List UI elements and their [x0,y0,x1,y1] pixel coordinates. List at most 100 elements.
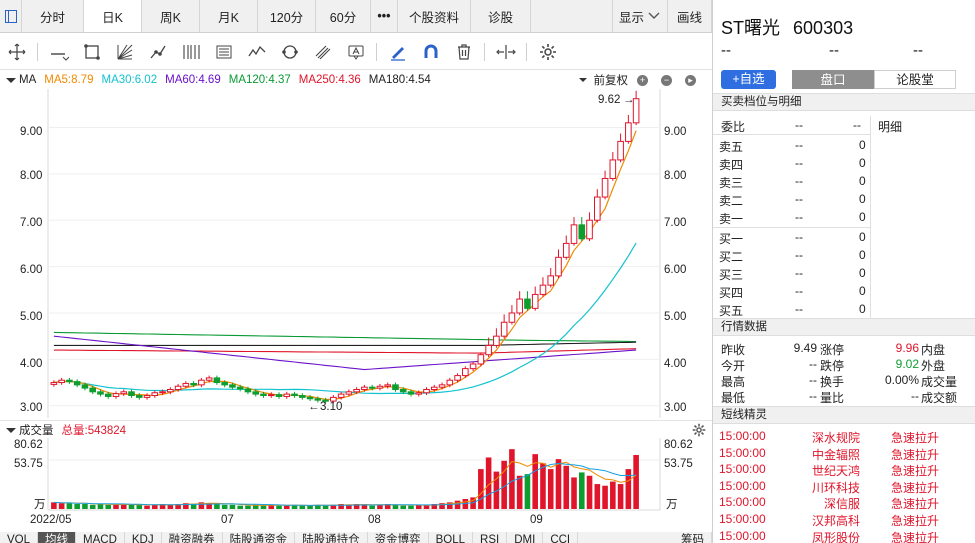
indicator-tab-bar: VOL 均线 MACD KDJ 融资融券 陆股通资金 陆股通持仓 资金博弈 BOLL RSI DMI… [0,532,712,543]
volume-total: 总量:543824 [61,424,127,437]
elves-row[interactable]: 15:00:00 深水规院 急速拉升 [713,427,975,445]
ma5-value: MA5:8.79 [44,74,94,86]
collapse-triangle-icon[interactable] [4,425,18,435]
pen-tool[interactable] [381,38,414,66]
elves-row[interactable]: 15:00:00 川环科技 急速拉升 [713,477,975,495]
indicator-tab-10[interactable]: DMI [507,532,544,543]
resize-tool[interactable] [489,38,522,66]
indicator-tab-11[interactable]: CCI [543,532,579,543]
tab-month-k[interactable]: 月K [200,0,258,32]
order-ratio-row: 委比 -- -- 明细 [713,116,975,134]
list-icon [216,45,231,58]
buy-level-label: 买一 [719,232,744,246]
volume-bar [594,484,601,509]
indicator-tab-4[interactable]: 融资融券 [162,532,223,543]
indicator-tab-7[interactable]: 资金博弈 [368,532,429,543]
tab-60min[interactable]: 60分 [316,0,371,32]
display-dropdown[interactable]: 显示 [612,0,668,32]
volume-bar [82,504,88,509]
sell-level-qty: 0 [859,192,866,206]
elves-time: 15:00:00 [719,512,766,526]
tab-forum[interactable]: 论股堂 [874,69,956,89]
tab-stock-profile[interactable]: 个股资料 [398,0,471,32]
candle-body [423,388,430,394]
gear-icon[interactable] [692,423,706,437]
elves-row[interactable]: 15:00:00 凤形股份 急速拉升 [713,527,975,543]
volume-bar [330,504,337,509]
volume-title[interactable]: 成交量 [19,424,54,437]
orderbook-divider [870,116,871,320]
last-price: -- [721,42,731,59]
candle-body [353,388,360,393]
magnet-tool[interactable] [414,38,447,66]
more-tabs-button[interactable]: ••• [371,0,398,32]
elves-row[interactable]: 15:00:00 中金辐照 急速拉升 [713,444,975,462]
volume-bar [198,502,205,509]
volume-bar [252,504,259,509]
add-watchlist-button[interactable]: +自选 [721,69,776,89]
ma-indicator-name[interactable]: MA [19,74,37,86]
adjust-dropdown-icon[interactable] [577,75,589,85]
stock-code: 600303 [793,18,854,38]
hline-tool[interactable] [42,38,75,66]
indicator-tab-5[interactable]: 陆股通资金 [223,532,296,543]
quote-cell-c: 外盘 [921,359,946,373]
tab-diagnosis[interactable]: 诊股 [471,0,531,32]
toggle-left-panel-button[interactable] [0,0,22,32]
volume-bar [299,505,306,509]
drawing-toolbar [0,34,712,70]
elves-row[interactable]: 15:00:00 汉邦高科 急速拉升 [713,510,975,528]
indicator-tab-9[interactable]: RSI [473,532,508,543]
rect-tool[interactable] [75,38,108,66]
draw-line-button[interactable]: 画线 [668,0,712,32]
tab-day-k[interactable]: 日K [84,0,142,32]
volume-bar [439,503,445,509]
collapse-triangle-icon[interactable] [4,75,18,85]
polyline-tool[interactable] [141,38,174,66]
volume-bar [462,499,469,509]
indicator-tab-12[interactable]: 筹码 [674,532,712,543]
orderbook-header: 买卖档位与明细 [713,93,975,111]
settings-tool[interactable] [531,38,564,66]
candle-body [392,384,399,390]
candle-body [244,388,252,393]
elves-time: 15:00:00 [719,478,766,493]
candle-body [415,392,423,395]
volume-bar [578,472,585,509]
buy-level-qty: 0 [859,266,866,280]
sell-level-price: -- [795,192,803,206]
tab-120min[interactable]: 120分 [258,0,316,32]
crosshair-tool[interactable] [0,38,33,66]
ma5-line [53,130,637,400]
delete-tool[interactable] [447,38,480,66]
quote-cell-c: 内盘 [921,343,946,357]
play-icon[interactable]: ▸ [685,74,696,86]
fan-tool[interactable] [108,38,141,66]
elves-row[interactable]: 15:00:00 世纪天鸿 急速拉升 [713,460,975,478]
elves-signal: 急速拉升 [891,464,940,479]
tab-week-k[interactable]: 周K [142,0,200,32]
text-list-tool[interactable] [207,38,240,66]
indicator-tab-6[interactable]: 陆股通持仓 [295,532,368,543]
indicator-tab-2[interactable]: MACD [76,532,125,543]
adjust-mode-label[interactable]: 前复权 [593,75,629,87]
tab-intraday[interactable]: 分时 [22,0,84,32]
indicator-tab-0[interactable]: VOL [0,532,39,543]
indicator-tab-1[interactable]: 均线 [38,532,77,543]
zoom-in-icon[interactable]: + [637,74,648,86]
zoom-out-icon[interactable]: − [661,74,672,86]
candle-body [174,385,182,390]
candle-body [267,394,275,397]
price-tick-right-0: 9.00 [664,126,686,138]
circle-tool[interactable] [273,38,306,66]
candle-body [368,386,376,389]
indicator-tab-8[interactable]: BOLL [429,532,474,543]
tab-order-book[interactable]: 盘口 [792,69,874,89]
wave-tool[interactable] [240,38,273,66]
indicator-tab-3[interactable]: KDJ [125,532,162,543]
annotation-tool[interactable] [339,38,372,66]
fib-tool[interactable] [174,38,207,66]
channel-tool[interactable] [306,38,339,66]
elves-name: 川环科技 [811,480,860,495]
elves-row[interactable]: 15:00:00 深信服 急速拉升 [713,493,975,511]
